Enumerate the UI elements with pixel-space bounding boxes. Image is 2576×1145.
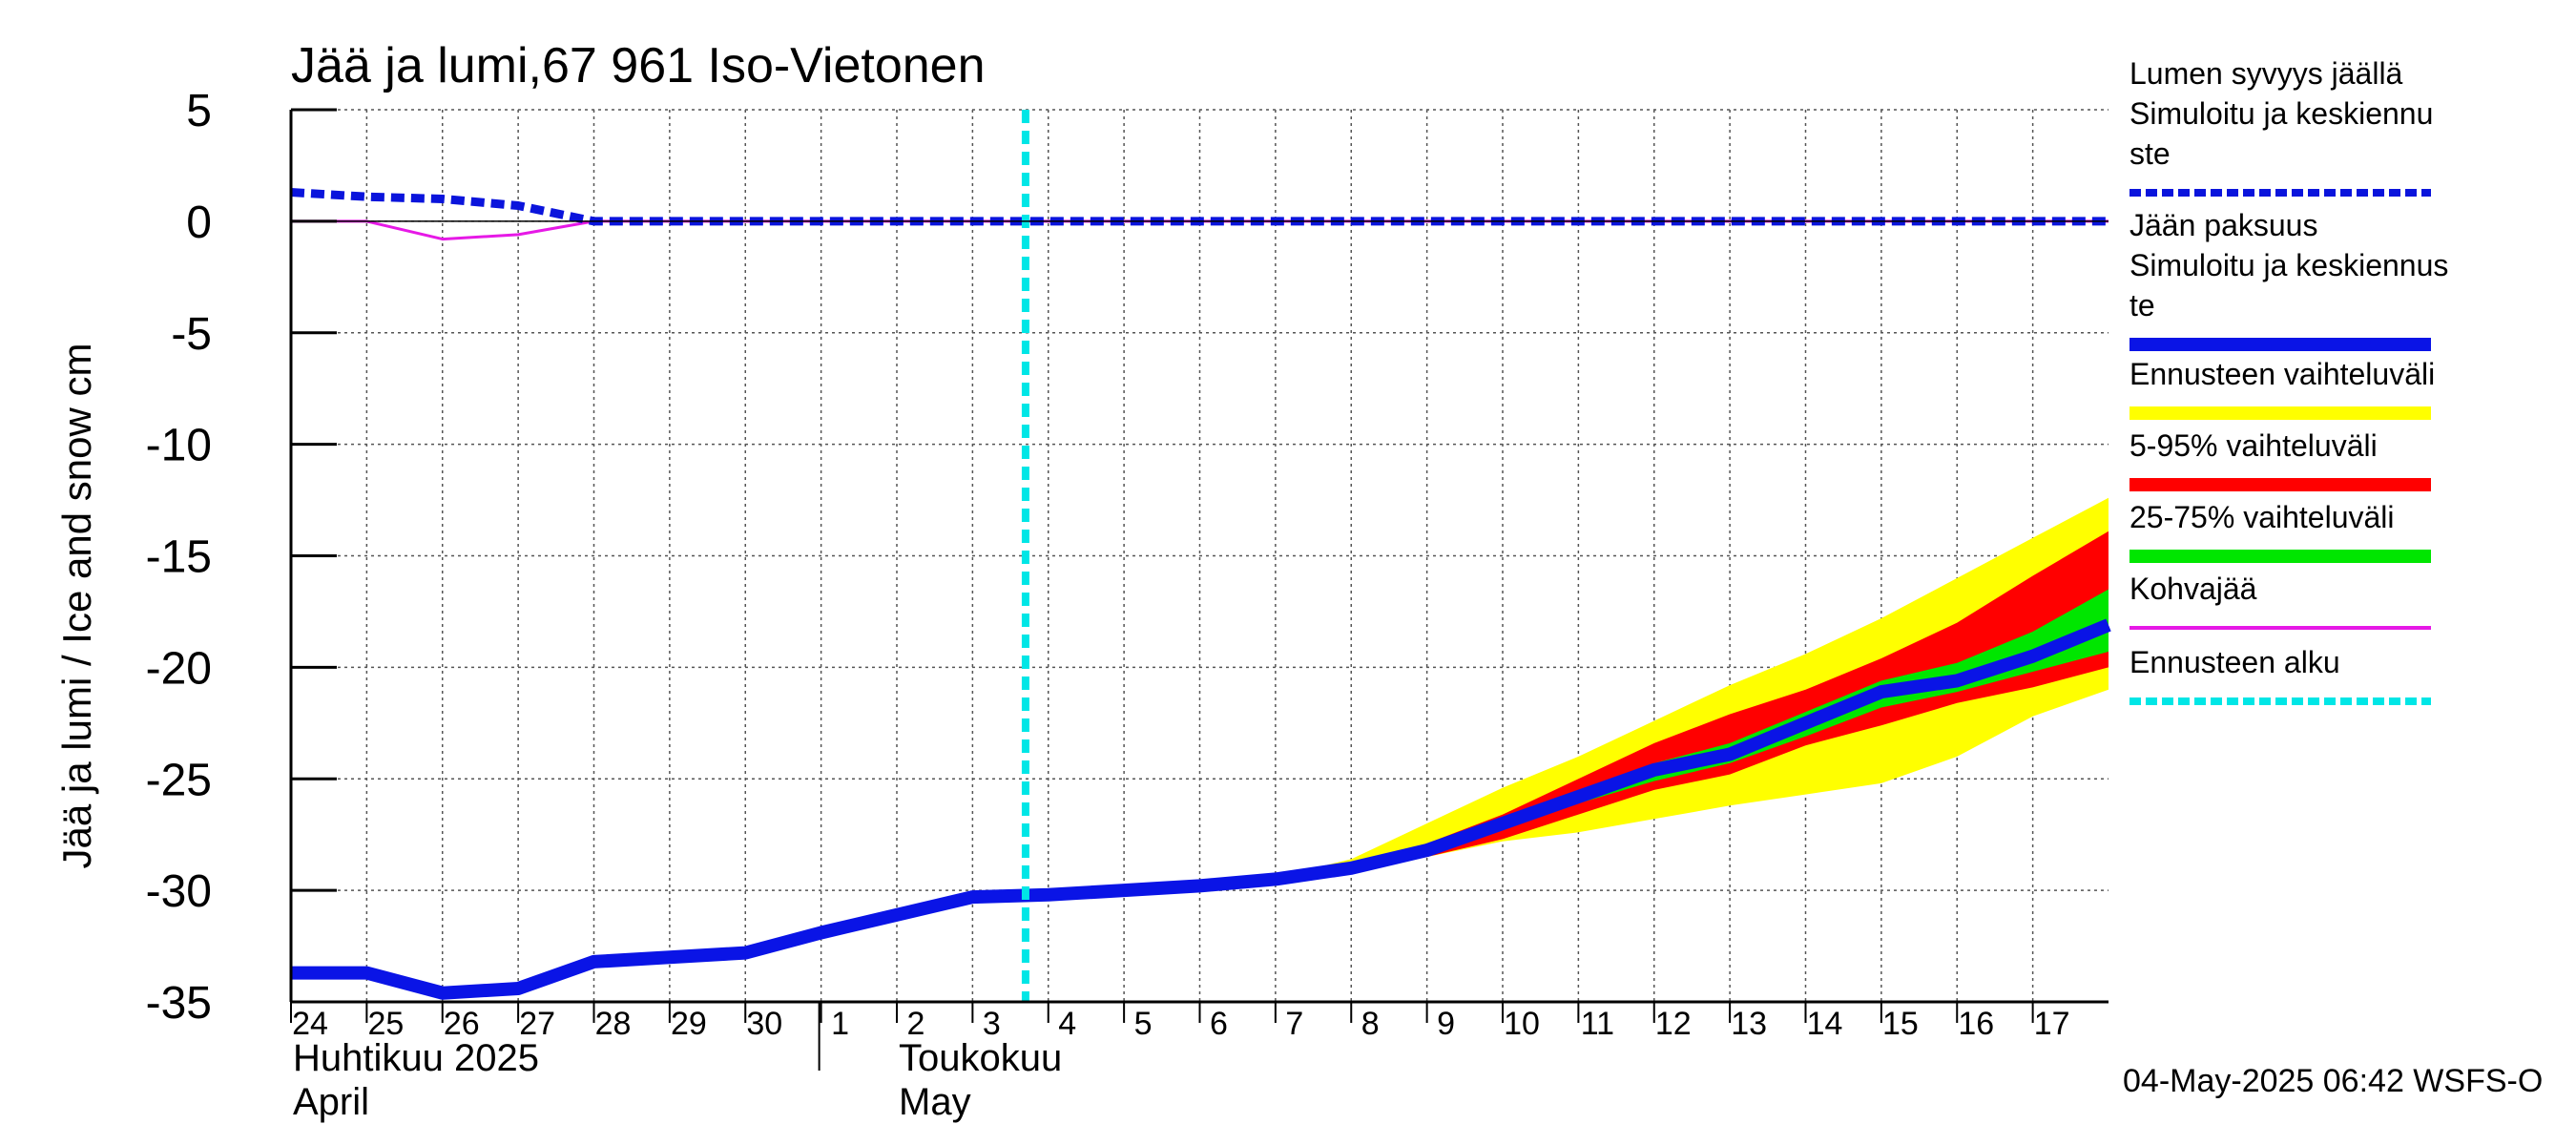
x-tick-label: 12 <box>1655 1006 1692 1042</box>
chart-title: Jää ja lumi,67 961 Iso-Vietonen <box>291 38 986 94</box>
legend-label: Simuloitu ja keskiennus <box>2129 248 2448 282</box>
x-tick-label: 27 <box>519 1006 555 1042</box>
x-tick-label: 11 <box>1581 1006 1614 1042</box>
x-tick-label: 26 <box>444 1006 480 1042</box>
y-tick-label: -10 <box>146 421 212 471</box>
x-tick-label: 10 <box>1504 1006 1540 1042</box>
month-label-primary: Huhtikuu 2025 <box>293 1037 539 1079</box>
legend-label: Ennusteen alku <box>2129 645 2340 679</box>
axes <box>289 108 2109 1071</box>
grid <box>290 109 2109 1003</box>
y-tick-label: -30 <box>146 866 212 917</box>
series-line-1 <box>291 618 2111 1000</box>
x-tick-label: 7 <box>1285 1006 1303 1042</box>
y-tick-label: 5 <box>186 86 212 136</box>
y-tick-label: -20 <box>146 643 212 694</box>
x-tick-labels: 24 25 26 27 28 29 30 1 2 3 4 5 6 7 8 9 10 11 12 13 14 15 16 17 <box>292 1006 2069 1042</box>
legend-label: ste <box>2129 136 2171 171</box>
x-tick-label: 5 <box>1134 1006 1153 1042</box>
legend: Lumen syvyys jäällä Simuloitu ja keskien… <box>2129 56 2448 705</box>
x-tick-label: 24 <box>292 1006 328 1042</box>
month-label-primary: Toukokuu <box>899 1037 1062 1079</box>
x-tick-label: 28 <box>595 1006 632 1042</box>
footer-timestamp: 04-May-2025 06:42 WSFS-O <box>2123 1063 2543 1099</box>
x-tick-label: 6 <box>1210 1006 1228 1042</box>
y-tick-labels: 5 0 -5 -10 -15 -20 -25 -30 -35 <box>146 86 212 1029</box>
y-axis-label: Jää ja lumi / Ice and snow cm <box>54 344 99 869</box>
x-tick-label: 30 <box>746 1006 782 1042</box>
y-tick-label: -25 <box>146 755 212 805</box>
x-tick-label: 4 <box>1058 1006 1076 1042</box>
legend-label: Ennusteen vaihteluväli <box>2129 357 2435 391</box>
legend-label: Lumen syvyys jäällä <box>2129 56 2403 91</box>
x-tick-label: 17 <box>2034 1006 2070 1042</box>
x-tick-label: 29 <box>671 1006 707 1042</box>
legend-label: Simuloitu ja keskiennu <box>2129 96 2433 131</box>
legend-label: te <box>2129 288 2155 323</box>
x-tick-label: 8 <box>1361 1006 1380 1042</box>
x-tick-label: 14 <box>1807 1006 1843 1042</box>
x-tick-label: 15 <box>1882 1006 1919 1042</box>
legend-label: 5-95% vaihteluväli <box>2129 428 2378 463</box>
y-tick-label: -15 <box>146 532 212 583</box>
y-tick-label: -5 <box>171 309 212 360</box>
legend-label: Kohvajää <box>2129 572 2257 606</box>
x-tick-label: 1 <box>831 1006 849 1042</box>
series-line-0 <box>290 188 2109 226</box>
month-label-english: April <box>293 1081 369 1123</box>
x-tick-label: 25 <box>367 1006 404 1042</box>
legend-label: Jään paksuus <box>2129 208 2317 242</box>
band-1 <box>1275 531 2109 882</box>
y-tick-label: -35 <box>146 978 212 1029</box>
y-tick-label: 0 <box>186 198 212 248</box>
x-tick-label: 16 <box>1958 1006 1994 1042</box>
x-tick-label: 13 <box>1731 1006 1767 1042</box>
x-tick-label: 9 <box>1437 1006 1455 1042</box>
x-tick-label: 2 <box>907 1006 925 1042</box>
month-label-english: May <box>899 1081 971 1123</box>
legend-label: 25-75% vaihteluväli <box>2129 500 2395 534</box>
x-tick-label: 3 <box>983 1006 1001 1042</box>
